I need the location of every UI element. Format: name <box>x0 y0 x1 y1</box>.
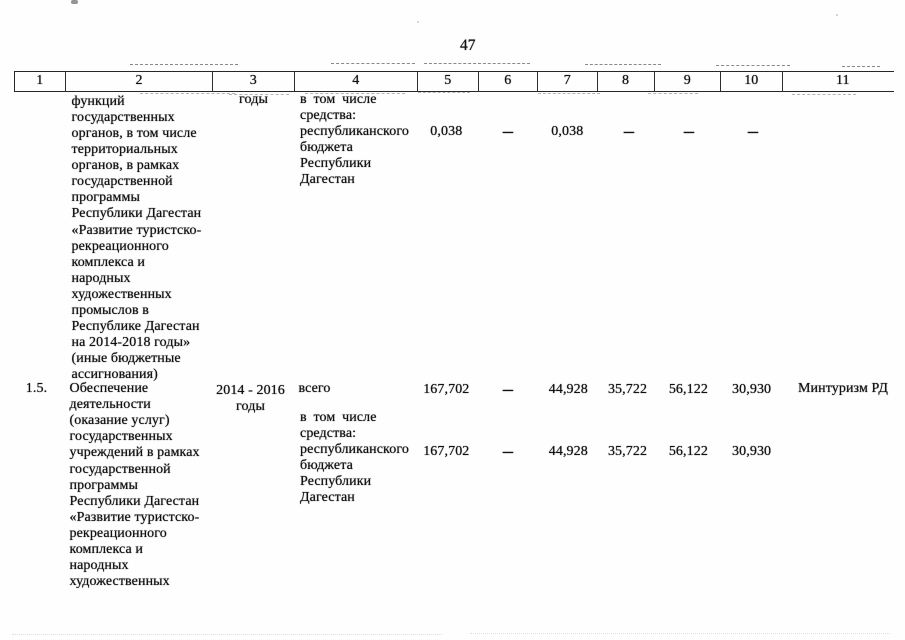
row1-value-col8: – <box>623 121 634 144</box>
scan-dash <box>538 92 600 94</box>
scan-speck <box>836 14 838 16</box>
column-header-5: 5 <box>417 71 478 91</box>
row2-total-col9: 56,122 <box>668 381 708 397</box>
row2-total-col7: 44,928 <box>548 381 588 397</box>
row2-name-cell: Обеспечение деятельности (оказание услуг… <box>69 381 200 590</box>
scan-dotted-line <box>12 633 442 635</box>
column-header-6: 6 <box>477 71 538 91</box>
scan-dash <box>418 92 470 94</box>
row2-total-col5: 167,702 <box>423 381 470 397</box>
row2-total-col10: 30,930 <box>732 381 772 397</box>
scan-speck <box>417 21 419 23</box>
scan-dash <box>424 63 530 65</box>
row1-value-col7: 0,038 <box>551 123 584 139</box>
row2-total-col8: 35,722 <box>607 381 648 397</box>
scan-dash <box>130 63 238 65</box>
row1-years-cell: годы <box>239 91 268 107</box>
column-header-8: 8 <box>596 71 654 91</box>
row2-total-col6: – <box>502 378 514 402</box>
row1-value-col9: – <box>684 121 695 144</box>
row1-name-cell: функций государственных органов, в том ч… <box>71 93 202 383</box>
row1-value-col10: – <box>747 121 759 144</box>
scan-dash <box>842 65 880 67</box>
column-header-9: 9 <box>653 71 721 91</box>
scan-speck <box>71 0 78 4</box>
row2-executor-cell: Минтуризм РД <box>797 381 889 397</box>
column-header-10: 10 <box>720 71 782 91</box>
row2-budget-col10: 30,930 <box>732 444 772 460</box>
page-number: 47 <box>460 37 476 54</box>
row2-budget-col5: 167,702 <box>423 444 470 460</box>
column-header-3: 3 <box>212 71 294 91</box>
column-header-2: 2 <box>65 71 212 91</box>
scan-dash <box>792 93 856 95</box>
row1-value-col6: – <box>502 121 513 144</box>
row2-budget-col8: 35,722 <box>607 444 648 460</box>
row1-value-col5: 0,038 <box>430 123 463 139</box>
row1-budget-label: в том числе средства: республиканского б… <box>300 91 409 188</box>
row2-years-cell: 2014 - 2016 годы <box>216 382 285 414</box>
column-header-7: 7 <box>537 71 597 91</box>
scan-dotted-line <box>470 632 890 634</box>
scan-dash <box>585 63 661 65</box>
scan-dash <box>716 64 790 66</box>
scan-dash <box>648 93 698 95</box>
row2-budget-col6: – <box>502 441 514 464</box>
row2-total-label: всего <box>298 380 331 396</box>
column-header-1: 1 <box>36 72 44 88</box>
row2-budget-col9: 56,122 <box>668 444 708 460</box>
scan-dash <box>331 63 415 65</box>
row2-budget-col7: 44,928 <box>548 444 588 460</box>
row2-budget-label: в том числе средства: республиканского б… <box>300 409 409 506</box>
table-header-row: 1 2 3 4 5 6 7 8 9 10 11 <box>13 70 895 92</box>
column-header-11: 11 <box>781 71 895 91</box>
row2-number-cell: 1.5. <box>25 381 48 397</box>
column-header-4: 4 <box>293 71 418 91</box>
